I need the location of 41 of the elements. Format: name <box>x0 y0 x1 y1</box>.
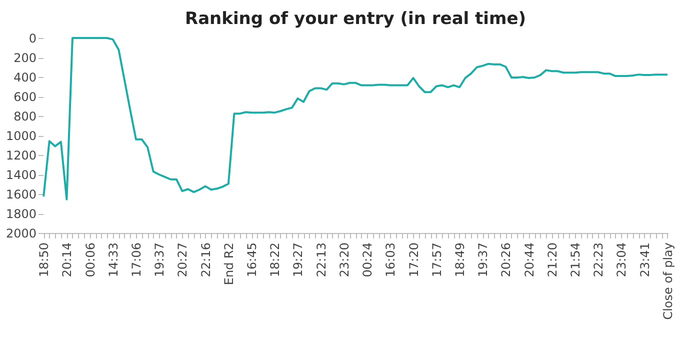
chart-title: Ranking of your entry (in real time) <box>184 9 526 29</box>
y-tick-label: 1800 <box>6 207 36 221</box>
x-tick-label: 16:45 <box>245 242 260 278</box>
x-tick-label: 19:37 <box>152 242 167 278</box>
x-tick-label: 18:50 <box>37 242 52 278</box>
x-tick-label: Close of play <box>660 242 675 320</box>
y-tick-label: 1600 <box>6 188 36 202</box>
x-tick-label: End R2 <box>222 242 236 286</box>
x-tick-label: 22:13 <box>314 242 328 278</box>
x-tick-label: 21:54 <box>568 242 582 278</box>
x-tick-label: 21:20 <box>545 242 560 278</box>
x-tick-label: 20:14 <box>60 242 74 278</box>
x-tick-label: 17:57 <box>430 242 444 278</box>
x-tick-label: 18:22 <box>268 242 282 278</box>
x-tick-label: 20:44 <box>522 242 536 278</box>
x-tick-label: 19:37 <box>476 242 490 278</box>
y-tick-label: 400 <box>14 70 36 84</box>
x-tick-label: 20:26 <box>499 242 514 278</box>
y-tick-label: 0 <box>28 32 36 46</box>
y-tick-label: 800 <box>14 110 36 124</box>
line-series <box>42 37 668 200</box>
x-tick-label: 17:20 <box>406 242 421 278</box>
x-tick-label: 18:49 <box>452 242 467 278</box>
y-tick-label: 600 <box>14 90 36 104</box>
y-tick-label: 200 <box>14 51 36 65</box>
x-tick-label: 22:23 <box>592 242 606 278</box>
y-tick-label: 2000 <box>6 226 36 240</box>
y-tick-label: 1400 <box>6 168 36 182</box>
x-tick-label: 23:04 <box>614 242 629 278</box>
y-tick-label: 1200 <box>6 148 36 162</box>
x-tick-label: 16:03 <box>384 242 398 278</box>
y-tick-label: 1000 <box>6 129 36 143</box>
x-tick-label: 19:27 <box>291 242 306 278</box>
x-tick-label: 22:16 <box>198 242 213 278</box>
x-tick-label: 14:33 <box>106 242 120 278</box>
x-tick-label: 20:27 <box>176 242 190 278</box>
x-tick-label: 23:20 <box>337 242 352 278</box>
x-tick-label: 00:06 <box>83 242 98 278</box>
x-tick-label: 00:24 <box>360 242 375 278</box>
x-tick-label: 23:41 <box>638 242 652 278</box>
x-tick-label: 17:06 <box>130 242 144 278</box>
